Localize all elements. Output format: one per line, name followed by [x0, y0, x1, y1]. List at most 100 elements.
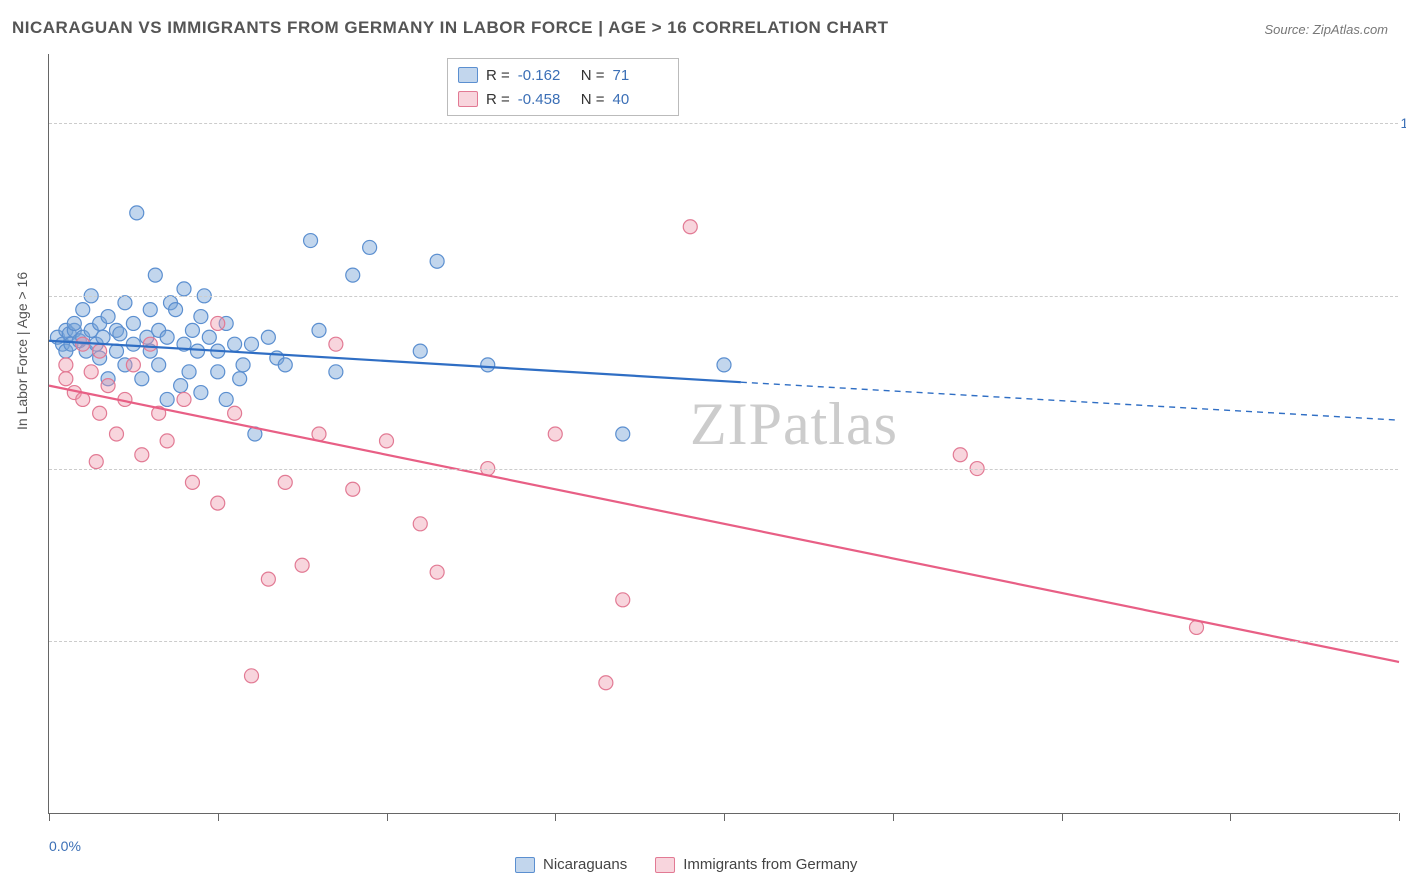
scatter-point	[346, 268, 360, 282]
scatter-point	[329, 337, 343, 351]
scatter-point	[96, 330, 110, 344]
scatter-point	[304, 234, 318, 248]
scatter-point	[481, 358, 495, 372]
scatter-point	[211, 365, 225, 379]
scatter-point	[430, 254, 444, 268]
scatter-point	[616, 593, 630, 607]
scatter-point	[177, 282, 191, 296]
scatter-point	[219, 392, 233, 406]
scatter-point	[59, 372, 73, 386]
scatter-point	[177, 392, 191, 406]
stats-value: 40	[613, 91, 668, 108]
scatter-point	[380, 434, 394, 448]
stats-box: R = -0.162 N = 71 R = -0.458 N = 40	[447, 58, 679, 116]
scatter-point	[110, 427, 124, 441]
legend-swatch	[458, 91, 478, 107]
scatter-point	[67, 316, 81, 330]
scatter-point	[169, 303, 183, 317]
scatter-point	[59, 358, 73, 372]
scatter-point	[548, 427, 562, 441]
gridline	[49, 296, 1398, 297]
stats-value: -0.458	[518, 91, 573, 108]
scatter-point	[278, 358, 292, 372]
scatter-point	[126, 337, 140, 351]
scatter-point	[194, 310, 208, 324]
scatter-point	[616, 427, 630, 441]
scatter-point	[182, 365, 196, 379]
regression-line	[49, 386, 1399, 662]
scatter-point	[245, 669, 259, 683]
chart-source: Source: ZipAtlas.com	[1264, 22, 1388, 37]
x-tick	[1230, 813, 1231, 821]
scatter-point	[953, 448, 967, 462]
x-tick	[218, 813, 219, 821]
scatter-point	[413, 517, 427, 531]
scatter-point	[295, 558, 309, 572]
legend-item: Nicaraguans	[515, 856, 627, 873]
stats-label: N =	[581, 67, 605, 84]
scatter-point	[110, 344, 124, 358]
scatter-point	[278, 475, 292, 489]
stats-value: -0.162	[518, 67, 573, 84]
scatter-point	[76, 303, 90, 317]
scatter-point	[185, 475, 199, 489]
scatter-point	[185, 323, 199, 337]
y-tick-label: 100.0%	[1401, 115, 1406, 131]
scatter-point	[202, 330, 216, 344]
gridline	[49, 123, 1398, 124]
scatter-point	[160, 434, 174, 448]
stats-label: R =	[486, 67, 510, 84]
gridline	[49, 641, 1398, 642]
stats-label: N =	[581, 91, 605, 108]
legend-label: Nicaraguans	[543, 856, 627, 873]
scatter-point	[130, 206, 144, 220]
legend-swatch	[458, 67, 478, 83]
scatter-point	[236, 358, 250, 372]
scatter-point	[152, 358, 166, 372]
chart-title: NICARAGUAN VS IMMIGRANTS FROM GERMANY IN…	[12, 18, 889, 38]
scatter-point	[261, 572, 275, 586]
x-tick	[1399, 813, 1400, 821]
scatter-point	[160, 392, 174, 406]
scatter-point	[148, 268, 162, 282]
x-tick	[555, 813, 556, 821]
scatter-point	[93, 406, 107, 420]
scatter-point	[160, 330, 174, 344]
scatter-point	[84, 365, 98, 379]
scatter-point	[126, 358, 140, 372]
scatter-point	[126, 316, 140, 330]
scatter-point	[101, 379, 115, 393]
legend-item: Immigrants from Germany	[655, 856, 857, 873]
stats-row: R = -0.458 N = 40	[458, 87, 668, 111]
x-tick	[387, 813, 388, 821]
legend-swatch	[655, 857, 675, 873]
stats-label: R =	[486, 91, 510, 108]
bottom-legend: Nicaraguans Immigrants from Germany	[515, 856, 857, 873]
scatter-point	[717, 358, 731, 372]
legend-label: Immigrants from Germany	[683, 856, 857, 873]
scatter-point	[228, 337, 242, 351]
scatter-point	[346, 482, 360, 496]
scatter-point	[413, 344, 427, 358]
plot-area: 25.0%50.0%75.0%100.0%0.0%80.0%	[48, 54, 1398, 814]
scatter-point	[118, 296, 132, 310]
scatter-point	[135, 372, 149, 386]
x-tick	[724, 813, 725, 821]
scatter-point	[194, 386, 208, 400]
scatter-point	[363, 240, 377, 254]
regression-line-dashed	[741, 382, 1399, 420]
scatter-point	[211, 496, 225, 510]
scatter-point	[101, 310, 115, 324]
scatter-point	[599, 676, 613, 690]
x-tick	[49, 813, 50, 821]
scatter-point	[143, 303, 157, 317]
chart-svg	[49, 54, 1398, 813]
x-tick	[1062, 813, 1063, 821]
scatter-point	[211, 316, 225, 330]
scatter-point	[430, 565, 444, 579]
scatter-point	[93, 344, 107, 358]
stats-value: 71	[613, 67, 668, 84]
scatter-point	[312, 323, 326, 337]
stats-row: R = -0.162 N = 71	[458, 63, 668, 87]
scatter-point	[683, 220, 697, 234]
